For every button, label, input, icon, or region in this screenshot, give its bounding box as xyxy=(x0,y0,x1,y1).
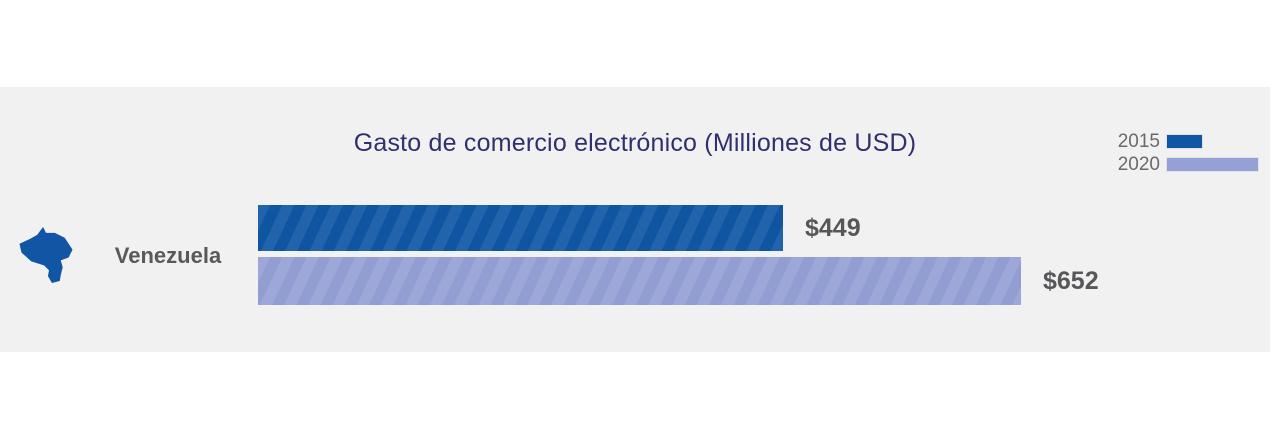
country-label: Venezuela xyxy=(114,243,222,268)
value-label-2020: $652 xyxy=(1043,266,1099,295)
bar-2020 xyxy=(258,257,1021,305)
legend-year-label-2015: 2015 xyxy=(1117,131,1160,152)
chart-title: Gasto de comercio electrónico (Milliones… xyxy=(353,129,917,157)
bar-row-2015: $449 xyxy=(258,205,1270,251)
legend-swatch-2015 xyxy=(1166,134,1203,149)
bar-chart-area: $449 $652 xyxy=(258,205,1270,305)
value-label-2015: $449 xyxy=(805,213,861,242)
legend-year-label-2020: 2020 xyxy=(1117,154,1160,175)
legend-row-2015: 2015 xyxy=(1104,130,1270,153)
legend-row-2020: 2020 xyxy=(1104,153,1270,176)
legend-swatch-2020 xyxy=(1166,157,1259,172)
bar-2015 xyxy=(258,205,783,251)
bar-row-2020: $652 xyxy=(258,257,1270,305)
venezuela-map-icon xyxy=(19,227,73,283)
legend: 2015 2020 xyxy=(1104,130,1270,176)
